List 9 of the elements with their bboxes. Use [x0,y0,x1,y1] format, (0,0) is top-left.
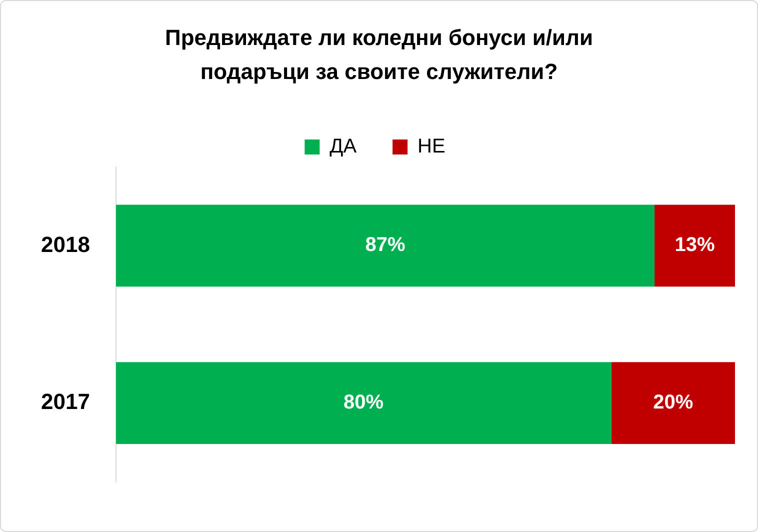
y-tick-label: 2017 [40,389,90,414]
legend-label: ДА [330,136,358,158]
data-label: 13% [674,234,715,256]
data-label: 20% [653,392,694,414]
data-label: 87% [365,234,406,256]
data-label: 80% [344,392,384,414]
legend-label: НЕ [418,136,446,158]
chart-title: Предвиждате ли коледни бонуси и/или подаръци за своите служители? [164,24,594,86]
y-tick-label: 2018 [40,232,90,257]
